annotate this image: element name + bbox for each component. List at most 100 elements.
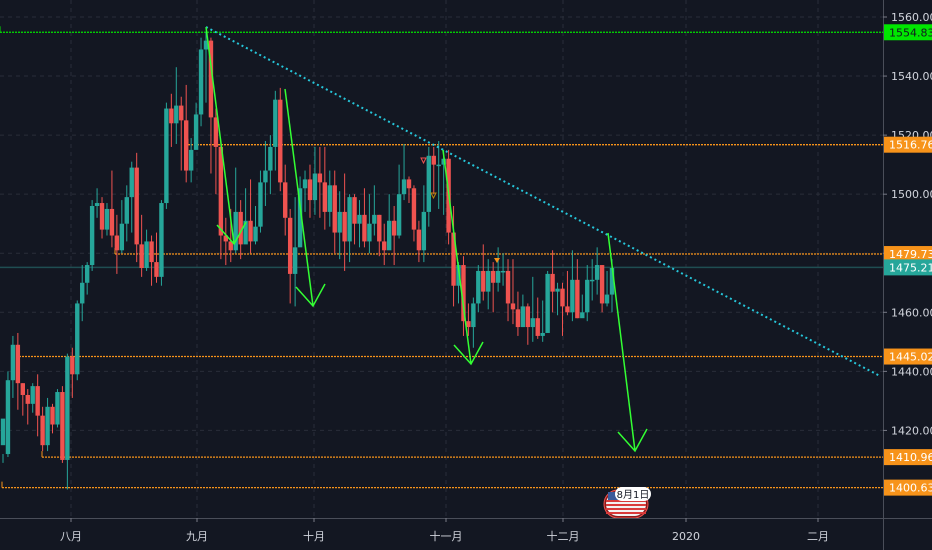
candle xyxy=(565,270,570,316)
candle-body xyxy=(441,158,446,165)
candle xyxy=(486,259,491,310)
flag-stripe xyxy=(606,504,646,506)
candle xyxy=(30,383,35,413)
candle xyxy=(134,152,139,263)
candle-body xyxy=(589,279,595,282)
flag-stripe xyxy=(606,508,646,510)
arrow-head-icon xyxy=(216,221,247,246)
candle xyxy=(213,108,219,195)
price-tag-bg xyxy=(884,479,932,496)
time-axis[interactable]: 八月 九月 十月 十一月 十二月 2020 二月 xyxy=(0,518,932,550)
candle xyxy=(476,265,481,313)
candle-body xyxy=(555,288,560,292)
price-tick-label: 1560.00 xyxy=(891,11,932,24)
candle xyxy=(0,418,6,463)
candle-body xyxy=(45,406,50,446)
candle xyxy=(471,297,476,348)
price-tick-label: 1460.00 xyxy=(891,306,932,319)
candle-body xyxy=(258,182,263,227)
candle-body xyxy=(490,270,496,283)
candle-body xyxy=(436,164,441,167)
candle xyxy=(273,90,278,171)
candle xyxy=(570,250,575,322)
candle-body xyxy=(154,262,159,277)
candle-body xyxy=(297,188,303,248)
price-tag[interactable]: 1410.96 xyxy=(884,449,932,466)
price-tag[interactable]: 1445.02 xyxy=(884,348,932,365)
trend-arrow xyxy=(205,26,247,246)
time-tick-label: 十月 xyxy=(303,529,325,543)
candle-body xyxy=(599,265,605,304)
candle-body xyxy=(198,49,204,115)
candle-body xyxy=(65,356,70,460)
flag-stripe xyxy=(606,512,646,514)
candle-body xyxy=(362,214,367,242)
candle xyxy=(278,87,283,192)
candle-body xyxy=(545,273,550,333)
arrow-head-icon xyxy=(453,341,484,366)
candle-body xyxy=(30,386,35,404)
candle-body xyxy=(530,318,535,328)
candle xyxy=(65,353,70,490)
candle-body xyxy=(5,380,11,455)
candle-body xyxy=(476,270,481,304)
price-tick-label: 1440.00 xyxy=(891,365,932,378)
candle xyxy=(94,188,100,218)
candle-body xyxy=(70,356,75,375)
candle xyxy=(411,185,417,242)
candle-body xyxy=(505,270,511,304)
price-tag-label: 1445.02 xyxy=(889,351,932,364)
candle-body xyxy=(287,217,293,274)
price-tag[interactable]: 1479.73 xyxy=(884,246,932,263)
price-tag-bg xyxy=(884,246,932,263)
candle xyxy=(149,235,154,286)
trend-arrow xyxy=(442,149,484,366)
candle xyxy=(109,170,115,248)
candle xyxy=(183,84,189,183)
candle-body xyxy=(218,146,224,236)
arrow-shaft xyxy=(442,149,472,365)
grid-lines xyxy=(0,0,883,518)
price-tag[interactable]: 1516.76 xyxy=(884,136,932,153)
candle-body xyxy=(456,265,461,286)
drawings xyxy=(205,26,881,453)
candle-body xyxy=(396,194,402,236)
price-tag[interactable]: 1554.83 xyxy=(884,24,932,41)
candle xyxy=(302,170,308,212)
price-axis[interactable]: 1560.001540.001520.001500.001480.001460.… xyxy=(883,0,932,550)
candle xyxy=(357,200,362,248)
candle xyxy=(114,214,120,274)
candle xyxy=(75,300,80,381)
price-tag[interactable]: 1400.63 xyxy=(884,479,932,496)
candle xyxy=(451,205,456,307)
candle-body xyxy=(268,146,273,171)
candle xyxy=(45,397,50,452)
candle-body xyxy=(342,211,347,242)
candle xyxy=(129,161,134,233)
price-tick-label: 1500.00 xyxy=(891,188,932,201)
candle xyxy=(223,217,229,266)
candle xyxy=(317,146,323,218)
candle-body xyxy=(540,332,545,336)
candle-body xyxy=(114,235,120,251)
candle-body xyxy=(119,223,125,251)
candle xyxy=(337,191,342,260)
time-tick-label: 二月 xyxy=(807,530,829,543)
price-tag[interactable]: 1475.21 xyxy=(884,259,932,276)
candle xyxy=(327,170,332,227)
candle xyxy=(575,259,580,319)
candle-body xyxy=(144,241,149,269)
candle xyxy=(20,383,26,416)
candle-body xyxy=(40,415,45,446)
candle xyxy=(40,406,45,452)
candle-body xyxy=(352,197,357,224)
candle xyxy=(550,250,555,313)
candle-body xyxy=(322,182,328,212)
candle-body xyxy=(471,303,476,328)
candle-body xyxy=(238,211,243,245)
event-badge[interactable]: 8月1日 xyxy=(603,487,651,519)
candle-body xyxy=(89,205,95,266)
candle-body xyxy=(159,203,164,277)
